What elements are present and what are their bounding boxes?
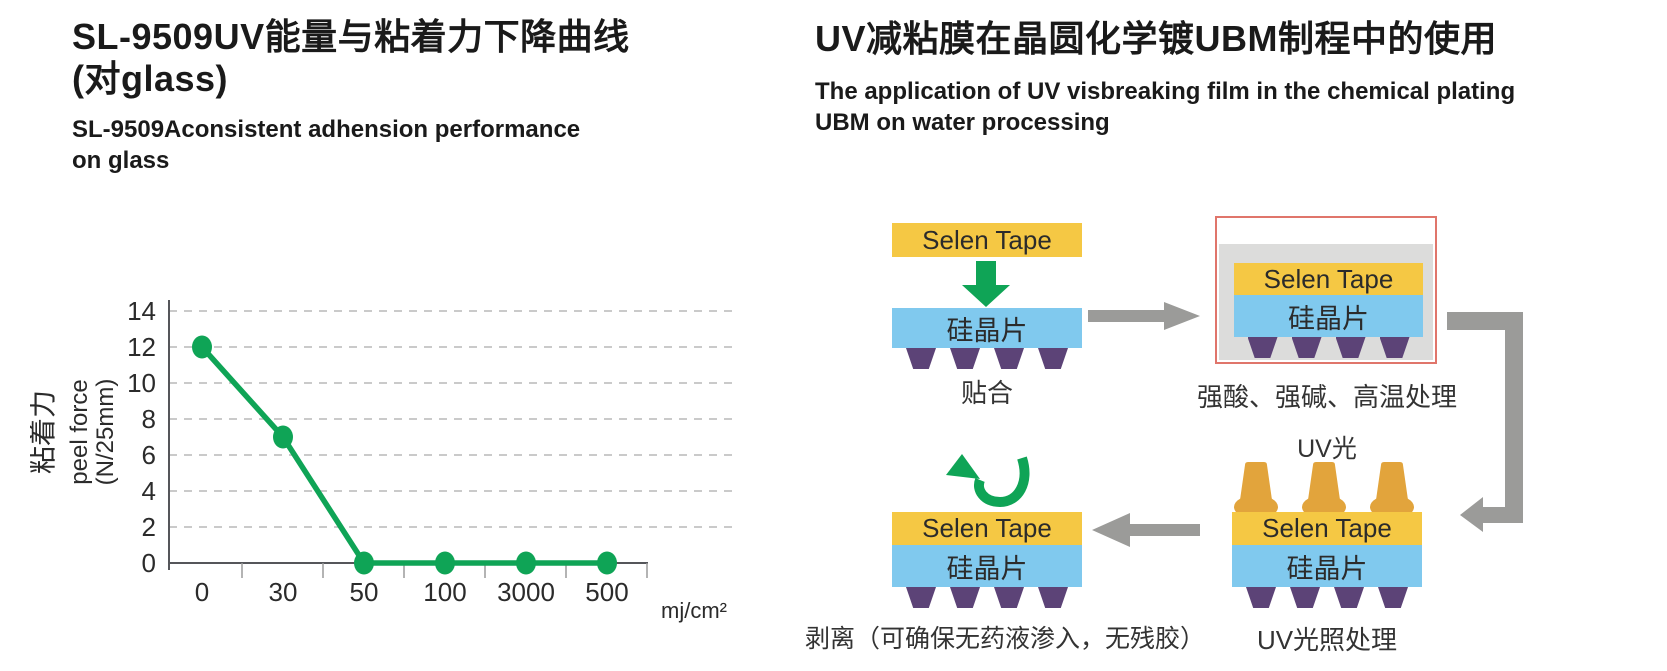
bump-icon	[994, 348, 1024, 369]
flow-arrow-elbow-icon	[1447, 312, 1523, 532]
right-subtitle-line1: The application of UV visbreaking film i…	[815, 78, 1516, 106]
svg-text:peel force: peel force	[66, 379, 93, 484]
right-title: UV减粘膜在晶圆化学镀UBM制程中的使用	[815, 18, 1497, 59]
bump-icon	[1247, 337, 1278, 358]
bump-icon	[950, 348, 980, 369]
right-panel-header: UV减粘膜在晶圆化学镀UBM制程中的使用 The application of …	[815, 18, 1575, 138]
wafer-bumps	[892, 587, 1082, 608]
bump-icon	[1290, 587, 1320, 608]
left-title-line2: (对glass)	[72, 58, 229, 100]
tape-label: Selen Tape	[922, 513, 1052, 543]
svg-text:30: 30	[269, 577, 298, 607]
tape-layer: Selen Tape	[892, 223, 1082, 257]
wafer-layer: 硅晶片	[892, 308, 1082, 348]
bump-icon	[1335, 337, 1366, 358]
left-title-line1: SL-9509UV能量与粘着力下降曲线	[72, 16, 630, 57]
step-uv-caption: UV光照处理	[1256, 625, 1398, 655]
wafer-bumps	[1234, 337, 1423, 358]
bump-icon	[1291, 337, 1322, 358]
bump-icon	[1246, 587, 1276, 608]
left-subtitle-line2: on glass	[72, 147, 170, 175]
chemical-bath-container: Selen Tape 硅晶片	[1215, 216, 1437, 364]
bump-icon	[1378, 587, 1408, 608]
svg-text:4: 4	[142, 476, 156, 506]
bump-icon	[1334, 587, 1364, 608]
svg-text:2: 2	[142, 512, 156, 542]
uv-light-label: UV光	[1297, 435, 1357, 463]
peel-arrow-icon	[946, 454, 1030, 508]
wafer-layer: 硅晶片	[1234, 295, 1423, 337]
wafer-label: 硅晶片	[1286, 553, 1368, 584]
wafer-layer: 硅晶片	[892, 545, 1082, 587]
bump-icon	[906, 348, 936, 369]
step-peel-caption: 剥离（可确保无药液渗入，无残胶）	[805, 625, 1206, 653]
svg-text:粘着力: 粘着力	[30, 390, 58, 474]
tape-layer: Selen Tape	[1234, 263, 1423, 295]
bump-icon	[1038, 348, 1068, 369]
svg-text:50: 50	[350, 577, 379, 607]
bump-icon	[994, 587, 1024, 608]
svg-text:8: 8	[142, 404, 156, 434]
svg-text:0: 0	[195, 577, 209, 607]
down-arrow-icon	[962, 261, 1010, 307]
svg-text:100: 100	[423, 577, 466, 607]
svg-text:10: 10	[127, 368, 156, 398]
bump-icon	[906, 587, 936, 608]
svg-text:mj/cm²: mj/cm²	[661, 598, 727, 623]
right-subtitle-line2: UBM on water processing	[815, 109, 1110, 137]
left-panel-header: SL-9509UV能量与粘着力下降曲线 (对glass) SL-9509Acon…	[72, 16, 732, 177]
flow-arrow-right-icon	[1088, 302, 1200, 330]
bump-icon	[950, 587, 980, 608]
peel-force-chart: 0 2 4 6 8 10 12 14 0 30 50 100 3000 500 mj/cm² 粘着力 peel …	[30, 296, 733, 623]
svg-text:3000: 3000	[497, 577, 555, 607]
svg-text:0: 0	[142, 548, 156, 578]
bump-icon	[1379, 337, 1410, 358]
step-chemical-caption: 强酸、强碱、高温处理	[1196, 382, 1457, 412]
svg-text:500: 500	[585, 577, 628, 607]
wafer-bumps	[892, 348, 1082, 369]
wafer-label: 硅晶片	[946, 315, 1028, 346]
left-subtitle-line1: SL-9509Aconsistent adhension performance	[72, 116, 581, 144]
wafer-layer: 硅晶片	[1232, 545, 1422, 587]
svg-text:(N/25mm): (N/25mm)	[92, 379, 119, 486]
bump-icon	[1038, 587, 1068, 608]
svg-text:6: 6	[142, 440, 156, 470]
tape-layer: Selen Tape	[1232, 512, 1422, 545]
tape-label: Selen Tape	[922, 224, 1052, 255]
flow-arrow-left-icon	[1092, 513, 1200, 547]
svg-text:12: 12	[127, 332, 156, 362]
wafer-label: 硅晶片	[946, 553, 1028, 584]
tape-layer: Selen Tape	[892, 512, 1082, 545]
tape-label: Selen Tape	[1263, 263, 1394, 294]
step-laminate-caption: 贴合	[960, 378, 1013, 408]
wafer-label: 硅晶片	[1288, 303, 1369, 334]
svg-text:14: 14	[127, 296, 156, 326]
wafer-bumps	[1232, 587, 1422, 608]
tape-label: Selen Tape	[1262, 513, 1392, 543]
